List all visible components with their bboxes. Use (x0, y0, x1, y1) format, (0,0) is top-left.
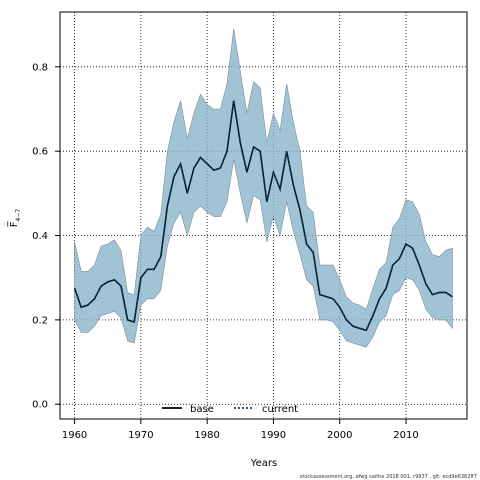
y-tick-label: 0.4 (32, 231, 48, 242)
x-tick-label: 2010 (393, 430, 418, 441)
y-tick-label: 0.2 (32, 315, 48, 326)
series-line-current (73, 100, 453, 332)
confidence-band (74, 28, 453, 348)
x-tick-label: 2000 (327, 430, 352, 441)
footer-text: stockassessment.org, afwg saithe 2018 00… (300, 474, 477, 480)
x-tick-label: 1960 (62, 430, 87, 441)
y-axis-title-subscript: 4−7 (15, 209, 22, 222)
y-tick-label: 0.8 (32, 62, 48, 73)
x-axis-title: Years (250, 458, 277, 469)
y-axis-title-main: F̅ (7, 220, 20, 227)
x-tick-label: 1970 (128, 430, 153, 441)
legend-label-current: current (262, 404, 298, 415)
plot-frame (59, 11, 468, 420)
legend: base current (162, 404, 298, 415)
y-axis: 0.0 0.2 0.4 0.6 0.8 (32, 62, 60, 411)
y-tick-label: 0.6 (32, 147, 48, 158)
x-tick-label: 1990 (261, 430, 286, 441)
legend-label-base: base (190, 404, 214, 415)
series-lines (73, 100, 453, 332)
x-tick-label: 1980 (194, 430, 219, 441)
x-axis: 1960 1970 1980 1990 2000 2010 (62, 419, 419, 441)
y-tick-label: 0.0 (32, 400, 48, 411)
y-axis-title: F̅4−7 (7, 209, 22, 228)
